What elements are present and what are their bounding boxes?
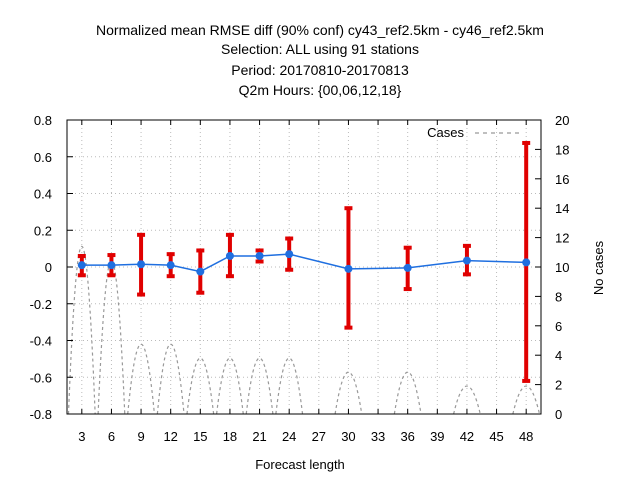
y-tick-label: 0.8	[34, 113, 52, 128]
title-line: Q2m Hours: {00,06,12,18}	[239, 82, 402, 98]
title-line: Selection: ALL using 91 stations	[221, 41, 419, 57]
cases-peak	[97, 260, 126, 415]
x-tick-label: 3	[78, 429, 85, 444]
data-point	[522, 258, 531, 267]
data-point	[285, 250, 294, 259]
x-axis: 3 6 9 12 15 18 21 24 27 30 33 36 39 42 45 48	[78, 120, 533, 444]
data-point	[255, 251, 264, 260]
data-point	[166, 261, 175, 270]
y-tick-label: -0.2	[30, 297, 52, 312]
x-tick-label: 6	[108, 429, 115, 444]
y-tick-label: -0.6	[30, 370, 52, 385]
series-layer	[77, 250, 531, 276]
x-tick-label: 42	[460, 429, 474, 444]
y-tick-label: 0	[45, 260, 52, 275]
x-tick-label: 33	[371, 429, 385, 444]
x-axis-label: Forecast length	[255, 457, 345, 472]
y2-tick-label: 6	[555, 319, 562, 334]
y2-tick-label: 20	[555, 113, 569, 128]
x-tick-label: 15	[193, 429, 207, 444]
y-tick-label: -0.8	[30, 407, 52, 422]
y2-axis-label: No cases	[591, 240, 606, 295]
x-tick-label: 30	[341, 429, 355, 444]
cases-peak	[275, 357, 304, 415]
grid	[67, 120, 541, 414]
x-tick-label: 9	[137, 429, 144, 444]
chart-title: Normalized mean RMSE diff (90% conf) cy4…	[96, 22, 544, 98]
y2-tick-label: 4	[555, 348, 562, 363]
data-point	[403, 263, 412, 272]
x-tick-label: 45	[489, 429, 503, 444]
y-tick-label: 0.2	[34, 223, 52, 238]
x-tick-label: 39	[430, 429, 444, 444]
y2-tick-label: 0	[555, 407, 562, 422]
y2-tick-label: 10	[555, 260, 569, 275]
cases-peak	[127, 343, 155, 415]
y-tick-label: -0.4	[30, 334, 52, 349]
data-point	[462, 256, 471, 265]
title-line: Normalized mean RMSE diff (90% conf) cy4…	[96, 22, 544, 38]
data-point	[196, 267, 205, 276]
x-tick-label: 12	[163, 429, 177, 444]
y-tick-label: 0.6	[34, 150, 52, 165]
data-point	[225, 251, 234, 260]
y2-tick-label: 16	[555, 172, 569, 187]
data-point	[344, 264, 353, 273]
y2-tick-label: 8	[555, 289, 562, 304]
cases-peak	[156, 343, 185, 415]
data-point	[137, 260, 146, 269]
cases-peak	[67, 245, 96, 415]
y2-tick-label: 14	[555, 201, 569, 216]
data-point	[107, 261, 116, 270]
error-bars	[77, 140, 531, 383]
series-line	[81, 253, 527, 273]
title-line: Period: 20170810-20170813	[231, 62, 409, 78]
y2-tick-label: 18	[555, 142, 569, 157]
cases-peak	[512, 385, 541, 415]
y2-axis: 0 2 4 6 8 10 12 14 16 18 20	[535, 113, 569, 422]
x-tick-label: 18	[223, 429, 237, 444]
cases-layer	[67, 245, 541, 415]
legend: Cases	[427, 125, 522, 140]
y2-tick-label: 12	[555, 231, 569, 246]
legend-label: Cases	[427, 125, 464, 140]
cases-peak	[453, 385, 481, 415]
x-tick-label: 27	[312, 429, 326, 444]
x-tick-label: 36	[400, 429, 414, 444]
x-tick-label: 21	[252, 429, 266, 444]
cases-peak	[245, 357, 274, 415]
x-tick-label: 24	[282, 429, 296, 444]
cases-peak	[216, 357, 244, 415]
cases-peak	[393, 371, 422, 415]
y2-tick-label: 2	[555, 378, 562, 393]
y-tick-label: 0.4	[34, 187, 52, 202]
cases-peak	[186, 357, 215, 415]
y-axis: -0.8 -0.6 -0.4 -0.2 0 0.2 0.4 0.6 0.8	[30, 113, 73, 422]
data-point	[77, 261, 86, 270]
cases-peak	[334, 371, 363, 415]
x-tick-label: 48	[519, 429, 533, 444]
